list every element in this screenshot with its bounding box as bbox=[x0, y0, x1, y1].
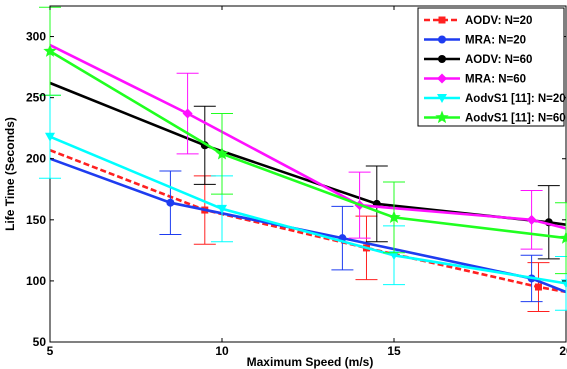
axis-layer: 5 10 15 20 50 100 150 200 250 300 bbox=[26, 6, 567, 358]
legend-swatch-marker bbox=[438, 16, 446, 24]
legend-item-aodv-n-60: AODV: N=60 bbox=[424, 54, 532, 66]
series-line bbox=[49, 135, 567, 285]
data-point bbox=[215, 146, 229, 160]
data-point bbox=[182, 108, 193, 119]
data-point bbox=[526, 214, 537, 225]
legend-label: MRA: N=20 bbox=[465, 35, 526, 47]
x-tick-label: 15 bbox=[387, 344, 401, 358]
data-point bbox=[217, 204, 227, 214]
series-layer bbox=[39, 6, 567, 312]
series-aodv-n-60 bbox=[49, 81, 567, 260]
y-tick-label: 50 bbox=[33, 335, 47, 349]
y-tick-label: 150 bbox=[26, 213, 46, 227]
legend-box bbox=[417, 7, 565, 127]
legend-label: AODV: N=20 bbox=[465, 15, 532, 27]
series-line bbox=[49, 50, 567, 240]
series-aodvs1-11-n-60 bbox=[39, 6, 567, 275]
legend-item-mra-n-60: MRA: N=60 bbox=[424, 73, 526, 86]
legend-item-aodvs1-11-n-20: AodvS1 [11]: N=20 bbox=[424, 93, 566, 105]
legend-label: MRA: N=60 bbox=[465, 74, 526, 86]
legend-swatch-marker bbox=[437, 94, 447, 103]
legend-item-aodvs1-11-n-60: AodvS1 [11]: N=60 bbox=[424, 110, 566, 125]
legend-swatch-marker bbox=[438, 35, 446, 44]
legend-label: AodvS1 [11]: N=20 bbox=[465, 93, 566, 105]
data-point bbox=[559, 231, 567, 244]
y-axis-label: Life Time (Seconds) bbox=[3, 117, 17, 231]
legend-swatch-marker bbox=[438, 55, 446, 63]
legend-label: AODV: N=60 bbox=[465, 54, 532, 66]
data-point bbox=[387, 210, 401, 224]
series-line bbox=[49, 148, 567, 294]
x-axis-label: Maximum Speed (m/s) bbox=[247, 355, 374, 369]
legend-swatch-marker bbox=[435, 110, 449, 124]
data-point bbox=[166, 198, 175, 207]
y-tick-label: 250 bbox=[26, 91, 46, 105]
legend: AODV: N=20 MRA: N=20 AODV: N=60 MRA: N=60 Ao… bbox=[417, 7, 566, 127]
data-point bbox=[534, 283, 542, 291]
data-point bbox=[43, 44, 57, 57]
x-tick-label: 5 bbox=[47, 344, 54, 358]
legend-item-mra-n-20: MRA: N=20 bbox=[424, 35, 526, 47]
legend-label: AodvS1 [11]: N=60 bbox=[465, 113, 566, 125]
data-point bbox=[45, 132, 55, 142]
x-tick-label: 20 bbox=[559, 344, 567, 358]
y-tick-label: 200 bbox=[26, 152, 46, 166]
data-point bbox=[389, 251, 399, 261]
y-tick-label: 100 bbox=[26, 274, 46, 288]
y-tick-label: 300 bbox=[26, 30, 46, 44]
data-point bbox=[561, 279, 567, 289]
legend-item-aodv-n-20: AODV: N=20 bbox=[424, 15, 532, 27]
series-aodvs1-11-n-20 bbox=[39, 94, 567, 311]
legend-swatch-marker bbox=[437, 73, 447, 84]
x-tick-label: 10 bbox=[215, 344, 229, 358]
